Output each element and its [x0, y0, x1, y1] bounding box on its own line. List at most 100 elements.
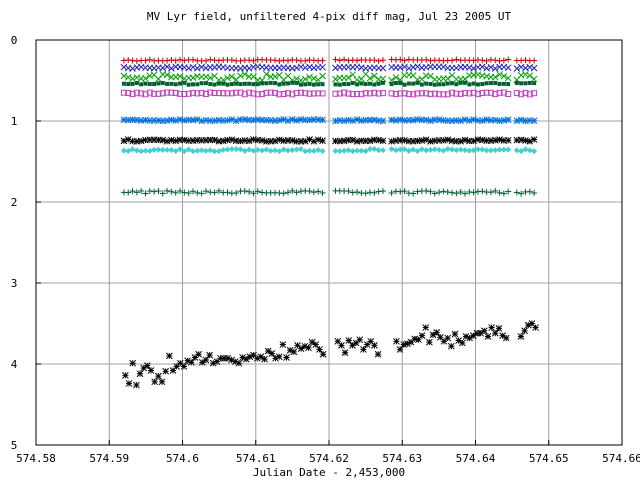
data-point [392, 91, 399, 98]
data-point [437, 82, 442, 87]
data-point [172, 147, 179, 154]
data-point [353, 116, 361, 123]
data-point [449, 146, 456, 153]
data-point [120, 72, 128, 80]
data-point [319, 148, 326, 155]
data-point [228, 73, 236, 80]
data-point [495, 325, 503, 332]
data-point [370, 72, 378, 80]
x-tick-label: 574.64 [456, 452, 496, 465]
data-point [221, 81, 226, 86]
data-point [125, 90, 132, 97]
data-point [500, 72, 508, 80]
data-point [488, 324, 495, 331]
data-point [241, 70, 249, 78]
data-point [203, 81, 208, 86]
data-point [379, 188, 386, 195]
data-point [122, 371, 129, 379]
data-point [423, 56, 430, 63]
data-point [422, 116, 430, 124]
data-point [492, 147, 499, 154]
data-point [215, 148, 222, 155]
data-point [453, 56, 460, 63]
data-point [449, 189, 456, 196]
data-point [354, 57, 361, 64]
data-point [422, 324, 430, 331]
data-point [137, 137, 145, 145]
data-point [125, 189, 132, 196]
data-point [232, 117, 240, 125]
data-point [168, 65, 175, 72]
data-point [245, 64, 253, 72]
data-point [406, 81, 411, 86]
data-point [358, 147, 365, 154]
data-point [401, 90, 408, 97]
data-point [453, 190, 460, 197]
data-point [458, 80, 463, 85]
data-point [349, 136, 357, 144]
data-point [159, 190, 166, 197]
data-point [436, 333, 444, 341]
data-point [224, 146, 231, 153]
data-point [172, 117, 180, 124]
data-point [202, 73, 210, 81]
data-point [423, 187, 430, 194]
data-point [517, 71, 525, 79]
data-point [502, 334, 510, 342]
data-point [320, 82, 325, 87]
data-point [207, 147, 214, 154]
data-point [169, 367, 177, 374]
data-point [414, 188, 421, 195]
data-point [358, 91, 365, 98]
data-point [371, 145, 378, 152]
data-point [355, 82, 360, 87]
data-point [319, 72, 326, 80]
data-point [465, 117, 473, 125]
data-point [428, 81, 433, 86]
data-point [531, 148, 538, 155]
data-point [470, 147, 477, 154]
data-point [487, 56, 494, 63]
data-point [194, 189, 201, 196]
data-point [293, 116, 300, 124]
data-point [293, 64, 300, 72]
data-point [133, 89, 140, 96]
data-point [133, 189, 140, 196]
data-point [284, 57, 291, 64]
data-point [224, 116, 231, 124]
data-point [146, 188, 153, 195]
data-point [237, 72, 244, 80]
data-point [354, 147, 361, 154]
data-point [246, 188, 253, 195]
data-point [531, 90, 538, 97]
data-point [125, 380, 133, 387]
data-point [366, 74, 374, 82]
data-point [303, 82, 308, 87]
data-point [388, 146, 395, 153]
data-point [238, 82, 243, 87]
data-point [397, 146, 404, 153]
data-point [380, 80, 385, 85]
data-point [319, 116, 326, 124]
data-point [359, 81, 364, 86]
data-point [168, 89, 175, 96]
data-point [138, 90, 145, 97]
data-point [176, 73, 184, 80]
data-point [319, 90, 326, 97]
data-point [261, 355, 268, 363]
data-point [375, 188, 382, 195]
data-point [312, 341, 320, 348]
data-point [457, 117, 465, 125]
data-point [363, 82, 368, 87]
data-point [159, 90, 166, 97]
data-point [177, 90, 184, 97]
data-point [284, 137, 292, 144]
data-point [418, 332, 426, 340]
data-point [211, 148, 218, 155]
data-point [436, 91, 443, 98]
data-point [125, 56, 132, 63]
data-point [275, 353, 283, 361]
data-point [162, 367, 170, 375]
data-point [530, 136, 538, 143]
